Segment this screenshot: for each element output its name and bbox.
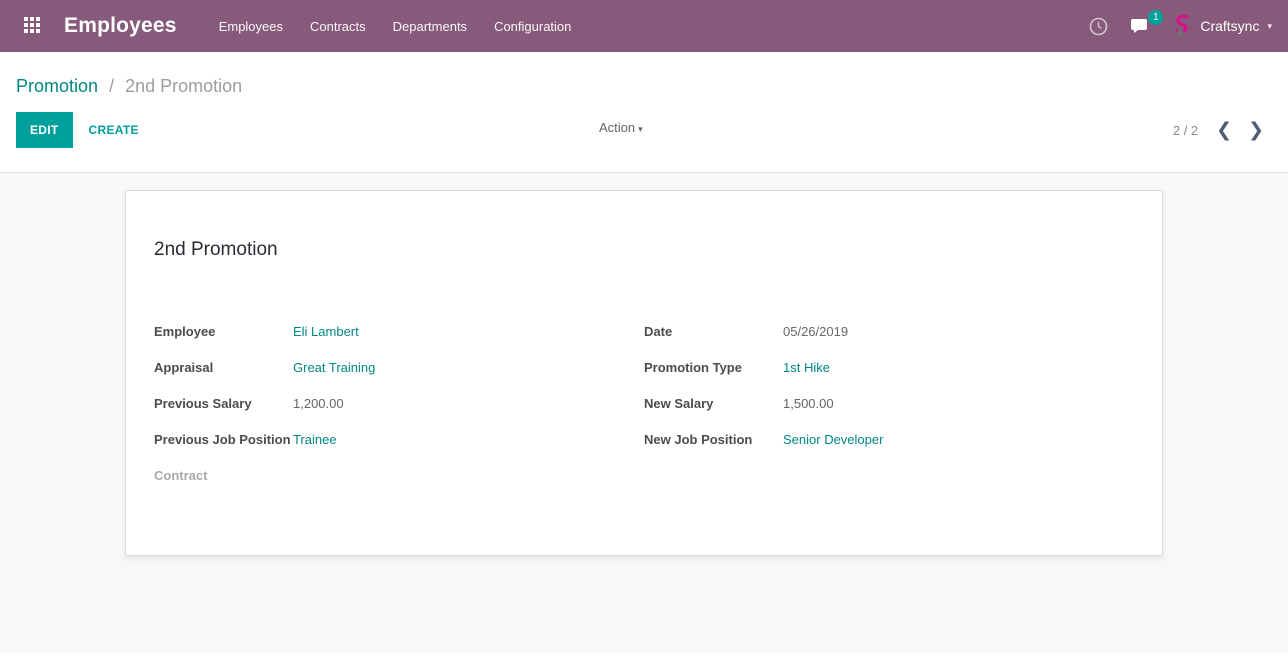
field-row-new-salary: New Salary 1,500.00	[644, 385, 1134, 421]
record-pager: 2 / 2 ❮ ❯	[1172, 118, 1272, 141]
pager-count: 2 / 2	[1172, 122, 1199, 138]
field-label: New Salary	[644, 395, 714, 411]
breadcrumb: Promotion / 2nd Promotion	[16, 76, 1272, 97]
field-row-appraisal: Appraisal Great Training	[154, 349, 644, 385]
menu-item-configuration[interactable]: Configuration	[494, 18, 572, 34]
previous-job-position-link[interactable]: Trainee	[293, 431, 337, 447]
menu-item-contracts[interactable]: Contracts	[310, 18, 366, 34]
field-row-previous-salary: Previous Salary 1,200.00	[154, 385, 644, 421]
chevron-left-icon[interactable]: ❮	[1216, 118, 1233, 141]
caret-down-icon: ▾	[1267, 20, 1272, 31]
field-label: Appraisal	[154, 359, 214, 375]
breadcrumb-separator: /	[109, 76, 115, 96]
chevron-right-icon[interactable]: ❯	[1248, 118, 1264, 141]
field-row-employee: Employee Eli Lambert	[154, 313, 644, 349]
field-label: Previous Salary	[154, 395, 252, 411]
field-label: Date	[644, 323, 673, 339]
pager-nav: ❮ ❯	[1216, 118, 1264, 141]
activity-clock-icon[interactable]	[1089, 17, 1108, 36]
field-label: Promotion Type	[644, 359, 742, 375]
field-label: Employee	[154, 323, 216, 339]
new-job-position-link[interactable]: Senior Developer	[783, 431, 884, 447]
field-row-new-job-position: New Job Position Senior Developer	[644, 421, 1134, 457]
control-panel-buttons: EDIT CREATE Action ▾ 2 / 2 ❮ ❯	[16, 112, 1272, 172]
messages-icon[interactable]: 1	[1130, 9, 1164, 36]
new-salary-value: 1,500.00	[783, 395, 834, 411]
edit-button[interactable]: EDIT	[16, 112, 73, 148]
form-sheet: 2nd Promotion Employee Eli Lambert Appra…	[125, 190, 1163, 556]
content-area: 2nd Promotion Employee Eli Lambert Appra…	[0, 173, 1288, 653]
right-field-group: Date 05/26/2019 Promotion Type 1st Hike …	[644, 313, 1134, 493]
company-avatar-logo	[1173, 14, 1193, 38]
caret-down-icon: ▾	[638, 124, 643, 134]
navbar-right: 1 Craftsync ▾	[1089, 9, 1272, 38]
breadcrumb-parent-link[interactable]: Promotion	[16, 76, 99, 96]
apps-grid-icon[interactable]	[24, 17, 42, 35]
left-field-group: Employee Eli Lambert Appraisal Great Tra…	[154, 313, 644, 493]
field-groups: Employee Eli Lambert Appraisal Great Tra…	[154, 313, 1134, 493]
breadcrumb-current: 2nd Promotion	[125, 76, 243, 96]
appraisal-link[interactable]: Great Training	[293, 359, 376, 375]
previous-salary-value: 1,200.00	[293, 395, 344, 411]
menu-item-departments[interactable]: Departments	[392, 18, 468, 34]
control-panel: Promotion / 2nd Promotion EDIT CREATE Ac…	[0, 52, 1288, 173]
field-label: Contract	[154, 467, 208, 483]
employee-link[interactable]: Eli Lambert	[293, 323, 359, 339]
main-menu: Employees Contracts Departments Configur…	[219, 13, 572, 40]
user-name: Craftsync	[1200, 18, 1260, 34]
menu-item-employees[interactable]: Employees	[218, 18, 283, 34]
action-dropdown[interactable]: Action ▾	[599, 120, 643, 135]
top-navbar: Employees Employees Contracts Department…	[0, 0, 1288, 52]
user-menu[interactable]: Craftsync ▾	[1173, 14, 1272, 38]
field-row-date: Date 05/26/2019	[644, 313, 1134, 349]
field-label: Previous Job Position	[154, 431, 291, 447]
field-row-promotion-type: Promotion Type 1st Hike	[644, 349, 1134, 385]
field-row-previous-job-position: Previous Job Position Trainee	[154, 421, 644, 457]
field-label: New Job Position	[644, 431, 753, 447]
date-value: 05/26/2019	[783, 323, 849, 339]
create-button[interactable]: CREATE	[88, 123, 139, 137]
record-title: 2nd Promotion	[154, 239, 278, 260]
message-count-badge: 1	[1148, 9, 1164, 25]
field-row-contract: Contract	[154, 457, 644, 493]
promotion-type-link[interactable]: 1st Hike	[783, 359, 830, 375]
action-dropdown-label: Action	[599, 120, 636, 135]
app-title[interactable]: Employees	[64, 14, 177, 37]
